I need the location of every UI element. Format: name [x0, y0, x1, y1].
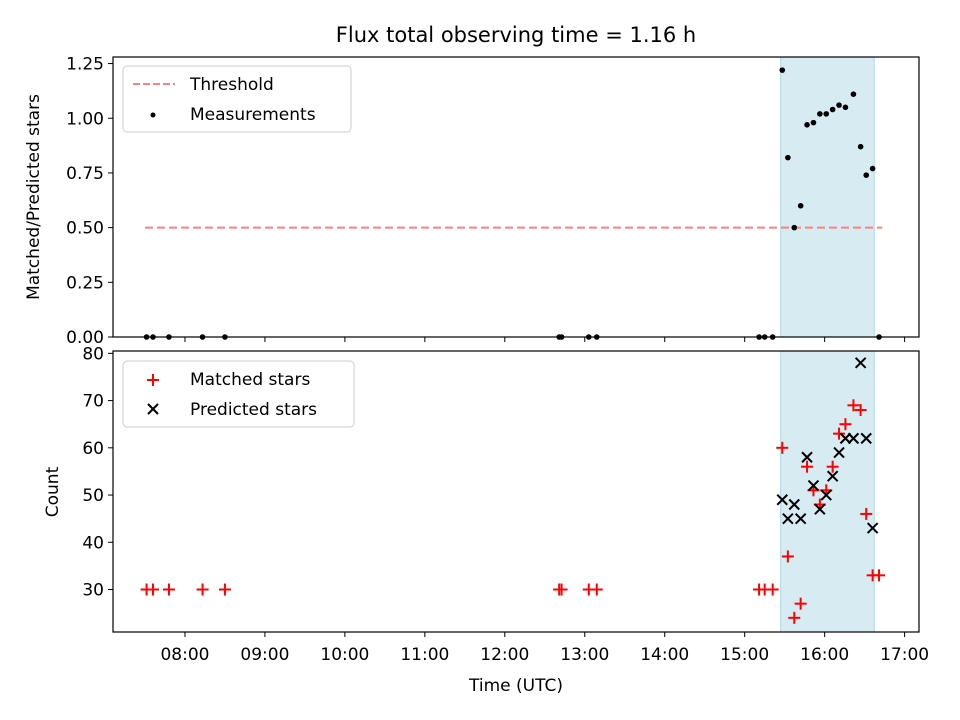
matched-star-point	[162, 583, 175, 596]
measurement-point	[804, 122, 810, 128]
legend-measurements-label: Measurements	[190, 105, 316, 125]
matched-star-point	[847, 399, 860, 412]
matched-star-point	[788, 611, 801, 624]
matched-star-point	[218, 583, 231, 596]
predicted-star-point	[788, 498, 800, 511]
legend-threshold-label: Threshold	[189, 75, 274, 95]
top-y-axis-label: Matched/Predicted stars	[24, 94, 44, 300]
bottom-xtick-label: 16:00	[800, 645, 849, 665]
bottom-xtick-label: 13:00	[560, 645, 609, 665]
top-ytick-label: 0.75	[66, 164, 104, 184]
measurement-point	[823, 111, 830, 117]
predicted-star-point	[847, 432, 860, 445]
top-ytick-label: 0.00	[66, 328, 104, 348]
measurement-point	[810, 119, 817, 126]
predicted-star-point	[826, 470, 839, 482]
matched-star-point	[860, 507, 873, 520]
matched-star-point	[826, 460, 839, 473]
predicted-star-point	[807, 479, 820, 492]
predicted-star-point	[833, 446, 845, 459]
measurement-point	[842, 104, 849, 111]
matched-star-point	[766, 583, 779, 596]
legend-matched-swatch	[147, 374, 159, 386]
matched-star-point	[801, 460, 814, 473]
bottom-ytick-label: 40	[82, 533, 104, 553]
observing-span	[780, 56, 875, 338]
predicted-star-point	[782, 512, 794, 525]
measurement-point	[785, 154, 791, 161]
top-plot-frame	[112, 56, 920, 338]
top-ytick-label: 0.25	[66, 273, 104, 293]
measurement-point	[791, 224, 798, 231]
x-axis-label: Time (UTC)	[468, 676, 563, 696]
top-ytick-label: 1.00	[66, 109, 104, 129]
matched-star-point	[839, 418, 852, 431]
measurement-point	[779, 67, 786, 73]
legend-predicted-swatch	[147, 403, 159, 415]
measurement-point	[863, 172, 870, 178]
bottom-ytick-label: 30	[82, 580, 104, 600]
bottom-panel: 30 40 50 60 70 80 08:00 09:00 10:00 11:00 12:00 13…	[43, 344, 929, 696]
predicted-star-point	[854, 357, 867, 369]
predicted-star-point	[794, 512, 807, 525]
legend-matched-label: Matched stars	[190, 370, 310, 390]
measurement-point	[797, 202, 804, 209]
bottom-ytick-label: 70	[82, 392, 104, 412]
top-legend: Threshold Measurements	[122, 65, 352, 133]
matched-star-point	[854, 404, 867, 417]
measurement-point	[869, 165, 876, 172]
predicted-star-point	[814, 503, 826, 515]
bottom-legend: Matched stars Predicted stars	[122, 360, 355, 428]
bottom-xtick-label: 09:00	[240, 645, 289, 665]
measurement-point	[857, 143, 864, 150]
bottom-xtick-label: 10:00	[320, 645, 369, 665]
predicted-star-point	[776, 494, 788, 506]
measurement-point	[829, 106, 836, 113]
bottom-xtick-label: 11:00	[400, 645, 449, 665]
legend-predicted-label: Predicted stars	[190, 400, 317, 420]
bottom-xtick-label: 17:00	[880, 645, 929, 665]
bottom-ytick-label: 60	[82, 439, 104, 459]
predicted-star-point	[866, 522, 879, 534]
matched-star-point	[776, 441, 789, 454]
top-ytick-label: 0.50	[66, 219, 104, 239]
observing-span	[780, 350, 875, 633]
matched-star-point	[196, 583, 209, 596]
matched-star-point	[146, 583, 159, 596]
top-panel: Flux total observing time = 1.16 h 0.00 0…	[24, 23, 920, 348]
bottom-y-axis-label: Count	[43, 466, 63, 517]
matched-star-point	[590, 583, 603, 596]
measurement-point	[850, 91, 857, 97]
measurement-point	[817, 111, 823, 117]
bottom-plot-frame	[112, 350, 920, 633]
matched-star-point	[555, 583, 568, 596]
matched-star-point	[873, 569, 886, 582]
bottom-xtick-label: 08:00	[160, 645, 209, 665]
legend-measurements-swatch	[150, 112, 156, 118]
bottom-xtick-label: 12:00	[480, 645, 529, 665]
predicted-star-point	[801, 451, 813, 463]
bottom-ytick-label: 50	[82, 486, 104, 506]
matched-star-point	[833, 427, 846, 440]
matched-star-point	[794, 597, 807, 610]
predicted-star-point	[820, 489, 832, 501]
chart-title: Flux total observing time = 1.16 h	[336, 23, 696, 47]
bottom-xtick-label: 14:00	[640, 645, 689, 665]
top-ytick-label: 1.25	[66, 55, 104, 75]
matched-star-point	[781, 550, 794, 563]
bottom-xtick-label: 15:00	[720, 645, 769, 665]
predicted-star-point	[860, 432, 872, 445]
bottom-ytick-label: 80	[82, 344, 104, 364]
measurement-point	[836, 102, 842, 108]
